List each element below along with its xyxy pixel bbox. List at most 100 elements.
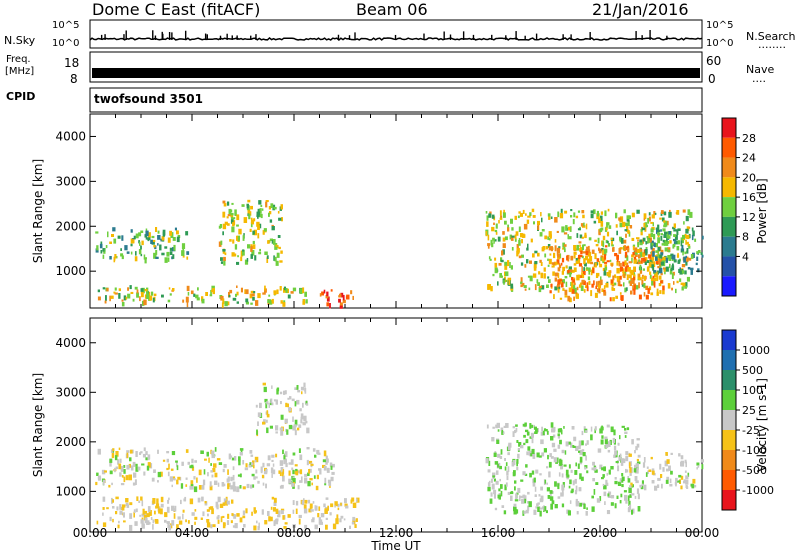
scatter-cell bbox=[237, 474, 241, 477]
scatter-cell bbox=[123, 465, 126, 468]
scatter-cell bbox=[257, 526, 260, 531]
scatter-cell bbox=[250, 254, 253, 259]
scatter-cell bbox=[626, 469, 629, 473]
scatter-cell bbox=[316, 474, 319, 480]
power-cells bbox=[95, 199, 704, 309]
scatter-cell bbox=[152, 519, 155, 524]
scatter-cell bbox=[558, 263, 561, 268]
scatter-cell bbox=[606, 482, 609, 486]
scatter-cell bbox=[581, 255, 584, 259]
scatter-cell bbox=[144, 289, 148, 292]
scatter-cell bbox=[586, 282, 589, 288]
scatter-cell bbox=[291, 467, 294, 471]
power-ylabel: Slant Range [km] bbox=[31, 159, 45, 263]
scatter-cell bbox=[660, 229, 662, 232]
scatter-cell bbox=[104, 300, 107, 304]
scatter-cell bbox=[154, 510, 156, 515]
scatter-cell bbox=[242, 235, 245, 241]
scatter-cell bbox=[610, 502, 614, 506]
scatter-cell bbox=[228, 291, 231, 298]
scatter-cell bbox=[285, 462, 288, 468]
scatter-cell bbox=[569, 269, 573, 273]
scatter-cell bbox=[244, 259, 249, 265]
scatter-cell bbox=[526, 219, 530, 224]
scatter-cell bbox=[680, 282, 684, 286]
scatter-cell bbox=[648, 261, 652, 267]
scatter-cell bbox=[490, 239, 493, 246]
scatter-cell bbox=[633, 290, 636, 295]
scatter-cell bbox=[123, 469, 126, 474]
scatter-cell bbox=[682, 209, 686, 213]
scatter-cell bbox=[299, 454, 303, 461]
scatter-cell bbox=[701, 235, 704, 240]
scatter-cell bbox=[663, 234, 667, 238]
scatter-cell bbox=[107, 231, 109, 238]
scatter-cell bbox=[547, 276, 550, 279]
date-title: 21/Jan/2016 bbox=[592, 0, 689, 19]
scatter-cell bbox=[506, 475, 509, 481]
colorbar-segment bbox=[722, 390, 736, 410]
scatter-cell bbox=[530, 432, 534, 438]
nsearch-tick-bottom: 10^0 bbox=[706, 38, 734, 49]
scatter-cell bbox=[185, 296, 189, 303]
scatter-cell bbox=[659, 290, 662, 294]
scatter-cell bbox=[633, 272, 636, 277]
scatter-cell bbox=[565, 265, 568, 269]
scatter-cell bbox=[176, 236, 180, 243]
scatter-cell bbox=[129, 502, 133, 506]
scatter-cell bbox=[553, 457, 558, 463]
scatter-cell bbox=[627, 247, 630, 253]
scatter-cell bbox=[591, 467, 595, 471]
scatter-cell bbox=[663, 267, 666, 270]
scatter-cell bbox=[553, 426, 556, 432]
scatter-cell bbox=[560, 464, 563, 470]
scatter-cell bbox=[302, 300, 306, 305]
scatter-cell bbox=[577, 210, 581, 213]
scatter-cell bbox=[220, 295, 224, 301]
scatter-cell bbox=[639, 241, 643, 246]
scatter-cell bbox=[658, 275, 662, 280]
scatter-cell bbox=[240, 256, 243, 262]
scatter-cell bbox=[533, 426, 537, 430]
scatter-cell bbox=[309, 478, 313, 481]
scatter-cell bbox=[542, 430, 545, 436]
scatter-cell bbox=[550, 422, 554, 428]
scatter-cell bbox=[601, 288, 604, 292]
scatter-cell bbox=[626, 274, 629, 280]
scatter-cell bbox=[345, 505, 349, 509]
scatter-cell bbox=[261, 213, 263, 219]
scatter-cell bbox=[176, 479, 179, 485]
scatter-cell bbox=[182, 509, 185, 513]
scatter-cell bbox=[673, 259, 677, 263]
scatter-cell bbox=[106, 287, 109, 292]
scatter-cell bbox=[211, 289, 215, 293]
scatter-cell bbox=[242, 486, 246, 490]
scatter-cell bbox=[485, 211, 488, 214]
scatter-cell bbox=[587, 276, 591, 281]
scatter-cell bbox=[209, 481, 212, 487]
scatter-cell bbox=[539, 232, 543, 237]
scatter-cell bbox=[260, 466, 263, 472]
scatter-cell bbox=[185, 519, 187, 523]
scatter-cell bbox=[346, 294, 350, 300]
scatter-cell bbox=[510, 495, 513, 501]
scatter-cell bbox=[538, 494, 541, 497]
scatter-cell bbox=[349, 525, 351, 529]
scatter-cell bbox=[667, 235, 671, 239]
scatter-cell bbox=[641, 279, 644, 285]
scatter-cell bbox=[155, 519, 159, 524]
scatter-cell bbox=[352, 516, 356, 521]
scatter-cell bbox=[626, 255, 629, 261]
scatter-cell bbox=[585, 249, 589, 256]
scatter-cell bbox=[222, 483, 226, 487]
scatter-cell bbox=[500, 449, 503, 455]
scatter-cell bbox=[141, 240, 144, 246]
scatter-cell bbox=[580, 476, 584, 481]
scatter-cell bbox=[167, 299, 171, 303]
scatter-cell bbox=[189, 485, 192, 490]
scatter-cell bbox=[633, 468, 637, 473]
y-tick-label: 2000 bbox=[55, 435, 86, 449]
scatter-cell bbox=[114, 455, 118, 461]
scatter-cell bbox=[207, 513, 209, 517]
scatter-cell bbox=[547, 213, 551, 217]
